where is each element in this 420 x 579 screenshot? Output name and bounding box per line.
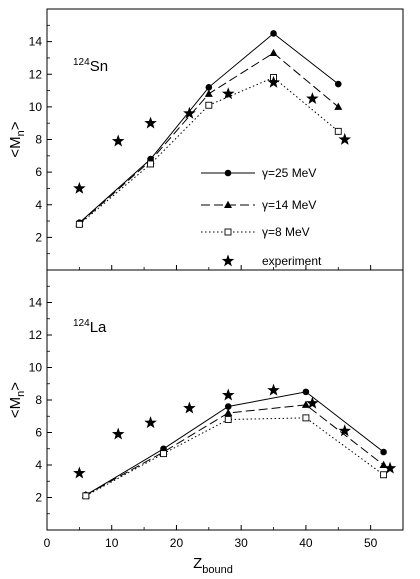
series-4-point [306, 92, 319, 105]
series-1-line [85, 391, 384, 496]
series-4-point [73, 466, 86, 479]
legend-label-3: γ=8 MeV [262, 225, 310, 239]
series-2-line [85, 404, 384, 496]
series-3-point [147, 160, 155, 168]
panel-2-series-2 [81, 400, 388, 499]
series-4-point [111, 427, 125, 440]
series-1-line [79, 32, 339, 224]
xtick-label: 50 [364, 536, 378, 550]
legend-label-4: experiment [262, 254, 322, 268]
panel-2-series-4 [73, 383, 397, 479]
nucleus-mass: 124 [73, 57, 90, 68]
series-3-line [85, 417, 384, 497]
series-3-point [380, 471, 388, 479]
series-1-point [302, 388, 310, 396]
panel-1-ytick-label: 6 [35, 165, 42, 179]
panel-2-ytick-label: 14 [29, 296, 43, 310]
panel-1-ytick-label: 4 [35, 198, 42, 212]
panel-2: 2 4 6 8 10 12 14 0 10 20 30 40 50 <Mn> Zbound 124La [7, 269, 404, 576]
legend-marker-2 [224, 200, 232, 208]
series-2-point [204, 89, 213, 97]
panel-2-series-3 [82, 414, 388, 500]
panel-1-series-1 [76, 30, 342, 226]
series-3-point [302, 414, 310, 422]
panel-2-series-1 [82, 388, 387, 499]
legend-marker-1 [224, 169, 232, 177]
series-2-point [301, 400, 310, 408]
series-4-point [338, 424, 352, 437]
series-3-point [224, 416, 232, 423]
series-3-point [334, 127, 342, 135]
series-1-point [334, 80, 342, 88]
xtick-label: 10 [105, 536, 119, 550]
series-4-point [267, 75, 280, 88]
panel-2-ytick-label: 12 [29, 328, 43, 342]
nucleus-mass: 124 [73, 318, 90, 329]
xtick-label: 40 [299, 536, 313, 550]
panel-1-series-4 [73, 75, 352, 194]
xtick-label: 0 [44, 536, 51, 550]
panel-1-nucleus-label: 124Sn [73, 57, 108, 75]
series-4-point [221, 388, 235, 401]
panel-1-ytick-label: 10 [29, 100, 43, 114]
series-1-point [224, 403, 232, 410]
xtick-label: 30 [235, 536, 249, 550]
series-4-point [267, 383, 280, 396]
series-4-point [383, 461, 397, 474]
series-2-point [224, 408, 233, 416]
series-4-point [221, 87, 235, 100]
panel-2-ytick-label: 2 [35, 491, 42, 505]
panel-2-nucleus-label: 124La [73, 318, 107, 336]
legend-marker-3 [224, 228, 232, 236]
series-2-point [269, 48, 278, 57]
ylabel-main: <M [7, 397, 24, 418]
panel-2-ytick-label: 10 [29, 361, 43, 375]
panel-1-ytick-label: 2 [35, 230, 42, 244]
xlabel-sub: bound [202, 564, 233, 576]
series-2-point [334, 102, 343, 110]
panel-2-ylabel: <Mn> [7, 382, 27, 418]
series-4-point [111, 134, 125, 147]
series-3-point [160, 450, 167, 458]
nucleus-element: La [90, 319, 107, 336]
series-3-point [205, 101, 213, 109]
nucleus-element: Sn [90, 58, 108, 75]
series-4-point [338, 132, 352, 145]
legend: γ=25 MeV γ=14 MeV γ=8 MeV experiment [201, 166, 322, 268]
xlabel: Zbound [193, 555, 233, 576]
series-4-point [183, 106, 196, 119]
series-3-point [82, 492, 90, 500]
series-4-point [73, 181, 86, 194]
panel-2-ytick-label: 6 [35, 426, 42, 440]
ylabel-end: > [7, 382, 24, 391]
series-1-point [205, 84, 213, 91]
panel-1-ytick-label: 8 [35, 133, 42, 147]
legend-marker-4 [221, 254, 235, 267]
panel-1-ylabel: <Mn> [7, 121, 27, 157]
series-3-point [75, 220, 83, 228]
panel-1-ytick-label: 12 [29, 67, 43, 81]
series-4-point [144, 416, 157, 429]
xtick-label: 20 [170, 536, 184, 550]
ylabel-sub: n [15, 130, 27, 136]
legend-label-1: γ=25 MeV [262, 166, 316, 180]
ylabel-sub: n [15, 391, 27, 397]
series-1-point [270, 30, 277, 37]
ylabel-end: > [7, 121, 24, 130]
panel-2-ytick-label: 4 [35, 458, 42, 472]
legend-label-2: γ=14 MeV [262, 198, 316, 212]
panel-1-ytick-label: 14 [29, 35, 43, 49]
series-4-point [183, 401, 196, 414]
series-1-point [380, 448, 387, 456]
ylabel-main: <M [7, 136, 24, 157]
xlabel-main: Z [193, 555, 202, 572]
series-4-point [144, 116, 157, 129]
series-4-point [306, 396, 319, 409]
panel-2-ytick-label: 8 [35, 393, 42, 407]
